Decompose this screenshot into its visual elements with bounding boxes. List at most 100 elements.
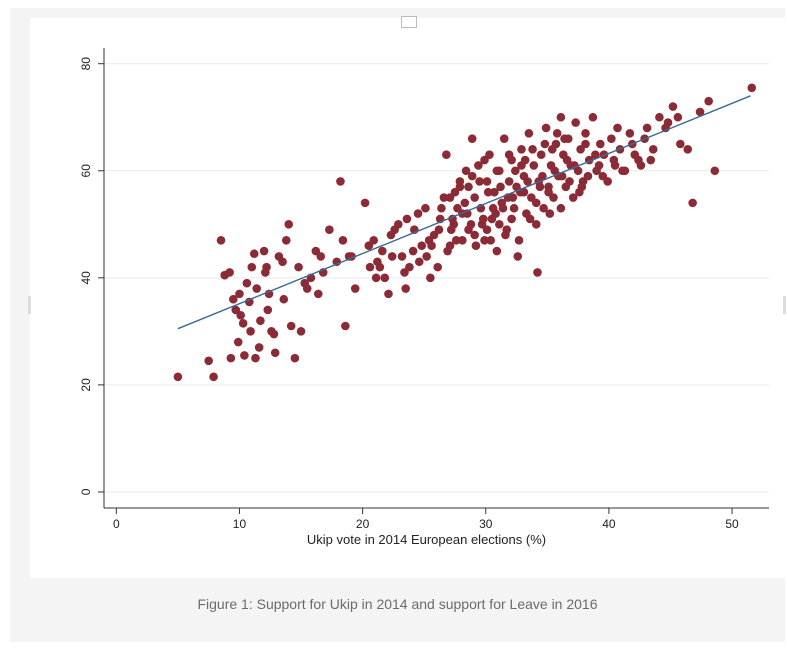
data-point-131: [648, 145, 658, 154]
data-point-96: [531, 219, 541, 229]
x-tick-label-40: 40: [602, 517, 616, 531]
data-point-229: [492, 166, 502, 176]
data-point-241: [458, 236, 467, 245]
data-point-120: [595, 139, 605, 149]
data-point-28: [281, 236, 291, 245]
fit-line-layer: [177, 95, 751, 330]
data-point-93: [524, 128, 534, 138]
data-point-6: [229, 294, 238, 304]
data-point-224: [552, 128, 562, 138]
y-tick-label-0: 0: [79, 488, 93, 495]
data-point-188: [233, 337, 243, 347]
data-point-98: [536, 150, 546, 160]
data-point-39: [336, 177, 345, 186]
data-point-15: [247, 262, 257, 272]
data-point-223: [581, 139, 590, 149]
x-tick-label-0: 0: [113, 517, 120, 531]
x-tick-label-20: 20: [356, 517, 370, 531]
data-point-111: [568, 193, 578, 202]
data-point-225: [540, 139, 550, 149]
grid-lines: [104, 63, 769, 493]
y-tick-label-80: 80: [79, 57, 93, 71]
data-point-183: [300, 278, 310, 288]
data-point-171: [475, 177, 484, 186]
top-scroll-handle[interactable]: [401, 16, 417, 28]
data-point-220: [618, 166, 627, 176]
data-point-231: [467, 171, 477, 181]
data-point-2: [209, 372, 218, 382]
data-point-123: [607, 134, 616, 143]
data-point-30: [286, 321, 296, 331]
data-point-62: [437, 203, 446, 213]
data-point-175: [439, 193, 449, 202]
data-point-1: [204, 356, 213, 366]
right-scroll-handle[interactable]: [783, 296, 786, 314]
data-point-173: [464, 182, 473, 192]
data-point-69: [461, 166, 471, 176]
left-scroll-handle[interactable]: [28, 296, 31, 314]
data-point-87: [509, 203, 519, 213]
data-point-168: [560, 134, 569, 143]
data-point-180: [365, 262, 375, 272]
data-point-16: [249, 249, 259, 259]
data-point-148: [446, 225, 456, 234]
data-point-31: [290, 353, 300, 363]
data-point-147: [501, 230, 510, 240]
data-point-71: [467, 134, 477, 143]
data-point-238: [495, 219, 504, 229]
data-point-191: [316, 252, 326, 261]
data-point-230: [480, 155, 489, 165]
data-point-161: [565, 177, 574, 186]
data-point-13: [242, 278, 252, 288]
data-point-9: [235, 289, 244, 299]
data-point-218: [598, 171, 608, 181]
data-point-141: [747, 83, 757, 93]
x-tick-label-50: 50: [725, 517, 739, 531]
data-point-130: [642, 123, 652, 133]
data-point-172: [511, 166, 520, 176]
x-tick-label-30: 30: [479, 517, 493, 531]
data-point-211: [427, 241, 436, 251]
data-point-222: [646, 155, 656, 165]
data-point-146: [486, 236, 495, 245]
data-point-163: [583, 171, 593, 181]
plot-panel: 0 20 40 60 80 0 10 20 30 40 50 Ukip vote in 2014 E…: [30, 18, 785, 578]
data-point-48: [380, 273, 390, 283]
data-point-137: [688, 198, 697, 208]
data-point-214: [387, 252, 397, 261]
data-point-227: [517, 161, 526, 170]
data-point-47: [375, 262, 385, 272]
fit-line: [177, 95, 751, 330]
data-point-156: [460, 198, 470, 208]
data-point-177: [402, 214, 412, 224]
data-point-240: [470, 230, 479, 240]
data-point-235: [556, 203, 566, 213]
data-point-234: [544, 187, 553, 197]
data-point-45: [369, 236, 378, 245]
data-point-197: [673, 112, 683, 122]
data-point-187: [246, 327, 255, 336]
data-point-29: [284, 219, 294, 229]
x-axis-title: Ukip vote in 2014 European elections (%): [307, 532, 546, 547]
data-point-205: [498, 203, 508, 213]
data-point-10: [236, 310, 245, 320]
data-point-134: [668, 102, 678, 111]
data-points: [173, 83, 757, 382]
data-point-136: [683, 145, 693, 154]
data-point-100: [541, 123, 551, 133]
data-point-85: [504, 177, 514, 186]
data-point-139: [704, 96, 713, 106]
data-point-164: [594, 161, 604, 170]
data-point-80: [492, 246, 502, 256]
data-point-27: [278, 257, 287, 267]
data-point-204: [508, 193, 518, 202]
data-point-151: [545, 209, 555, 218]
data-point-210: [434, 225, 444, 234]
data-point-198: [591, 150, 600, 160]
data-point-221: [634, 155, 643, 165]
y-tick-label-20: 20: [79, 378, 93, 392]
data-point-145: [471, 241, 481, 251]
data-point-83: [499, 134, 509, 143]
data-point-242: [445, 241, 455, 251]
data-point-42: [350, 284, 360, 293]
